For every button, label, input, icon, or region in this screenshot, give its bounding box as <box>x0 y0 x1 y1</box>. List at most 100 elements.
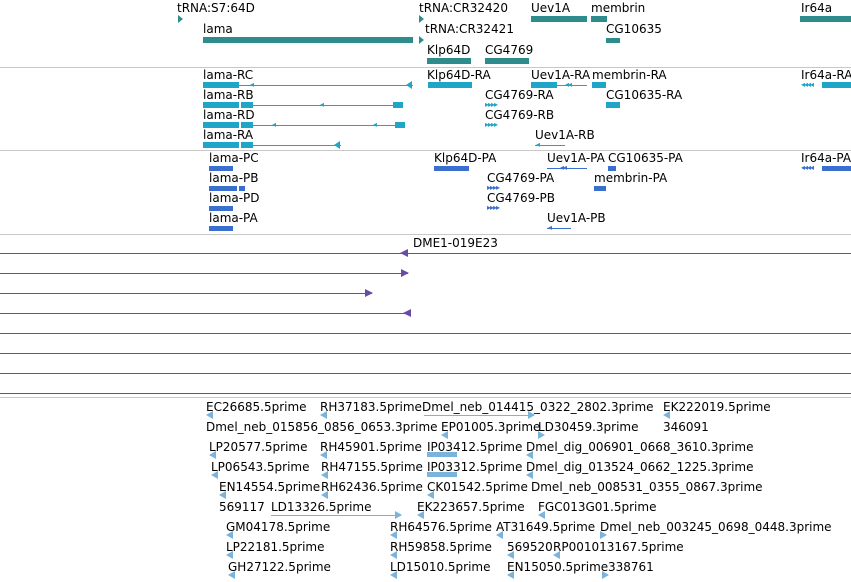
transcript-exon <box>203 82 239 88</box>
est-label-dmel-neb-015856[interactable]: Dmel_neb_015856_0856_0653.3prime <box>206 420 438 434</box>
est-label-en15050[interactable]: EN15050.5prime <box>507 560 609 574</box>
clone-line[interactable] <box>0 293 372 294</box>
gene-label-lama[interactable]: lama <box>203 22 233 36</box>
est-label-rh59858[interactable]: RH59858.5prime <box>390 540 492 554</box>
gene-feature-membrin[interactable] <box>591 16 607 22</box>
est-label-at31649[interactable]: AT31649.5prime <box>496 520 596 534</box>
est-label-dmel-dig-013524[interactable]: Dmel_dig_013524_0662_1225.3prime <box>526 460 754 474</box>
est-label-dmel-neb-003245[interactable]: Dmel_neb_003245_0698_0448.3prime <box>600 520 832 534</box>
est-label-346091[interactable]: 346091 <box>663 420 709 434</box>
est-label-dmel-neb-014415[interactable]: Dmel_neb_014415_0322_2802.3prime <box>422 400 654 414</box>
protein-label-membrin-pa[interactable]: membrin-PA <box>594 171 668 185</box>
protein-label-cg4769-pa[interactable]: CG4769-PA <box>487 171 555 185</box>
protein-label-lama-pa[interactable]: lama-PA <box>209 211 258 225</box>
est-label-en14554[interactable]: EN14554.5prime <box>219 480 321 494</box>
est-label-ip03412[interactable]: IP03412.5prime <box>427 440 523 454</box>
protein-label-cg4769-pb[interactable]: CG4769-PB <box>487 191 556 205</box>
transcript-exon <box>531 82 557 88</box>
est-label-338761[interactable]: 338761 <box>608 560 654 574</box>
clone-line[interactable] <box>0 373 851 374</box>
gene-label-klp64d[interactable]: Klp64D <box>427 43 471 57</box>
transcript-label-uev1a-rb[interactable]: Uev1A-RB <box>535 128 595 142</box>
gene-label-trna-cr32421[interactable]: tRNA:CR32421 <box>425 22 514 36</box>
est-label-rp001013167[interactable]: RP001013167.5prime <box>553 540 684 554</box>
protein-label-uev1a-pa[interactable]: Uev1A-PA <box>547 151 605 165</box>
transcript-label-cg10635-ra[interactable]: CG10635-RA <box>606 88 683 102</box>
protein-label-ir64a-pa[interactable]: Ir64a-PA <box>801 151 851 165</box>
est-label-569520[interactable]: 569520 <box>507 540 553 554</box>
est-label-ld15010[interactable]: LD15010.5prime <box>390 560 491 574</box>
est-label-dmel-neb-008531[interactable]: Dmel_neb_008531_0355_0867.3prime <box>531 480 763 494</box>
clone-line[interactable] <box>0 333 851 334</box>
protein-label-uev1a-pb[interactable]: Uev1A-PB <box>547 211 606 225</box>
transcript-label-membrin-ra[interactable]: membrin-RA <box>592 68 667 82</box>
gene-label-uev1a[interactable]: Uev1A <box>531 1 571 15</box>
clone-line[interactable] <box>0 353 851 354</box>
est-label-ec26685[interactable]: EC26685.5prime <box>206 400 307 414</box>
est-label-ld30459[interactable]: LD30459.3prime <box>538 420 639 434</box>
est-arrow-icon <box>441 431 448 439</box>
protein-feature <box>594 186 606 191</box>
est-label-ip03312[interactable]: IP03312.5prime <box>427 460 523 474</box>
est-label-gm04178[interactable]: GM04178.5prime <box>226 520 331 534</box>
gene-label-trna-s7-64d[interactable]: tRNA:S7:64D <box>177 1 255 15</box>
est-label-lp06543[interactable]: LP06543.5prime <box>211 460 310 474</box>
gene-label-cg10635[interactable]: CG10635 <box>606 22 662 36</box>
gene-feature-ir64a[interactable] <box>800 16 851 22</box>
est-label-ck01542[interactable]: CK01542.5prime <box>427 480 528 494</box>
protein-label-klp64d-pa[interactable]: Klp64D-PA <box>434 151 497 165</box>
gene-feature-klp64d[interactable] <box>427 58 471 64</box>
transcript-label-lama-ra[interactable]: lama-RA <box>203 128 254 142</box>
transcript-label-cg4769-ra[interactable]: CG4769-RA <box>485 88 554 102</box>
protein-label-lama-pd[interactable]: lama-PD <box>209 191 260 205</box>
est-label-rh37183[interactable]: RH37183.5prime <box>320 400 422 414</box>
protein-label-lama-pb[interactable]: lama-PB <box>209 171 259 185</box>
est-label-ep01005[interactable]: EP01005.3prime <box>441 420 541 434</box>
est-label-gh27122[interactable]: GH27122.5prime <box>228 560 331 574</box>
clone-label-dme1-019e23[interactable]: DME1-019E23 <box>413 236 498 250</box>
est-label-ek222019[interactable]: EK222019.5prime <box>663 400 771 414</box>
clone-line[interactable] <box>0 253 851 254</box>
transcript-exon <box>822 82 851 88</box>
intron-arrows-icon: ◂ <box>320 100 324 109</box>
protein-label-lama-pc[interactable]: lama-PC <box>209 151 259 165</box>
est-label-fgc013g01[interactable]: FGC013G01.5prime <box>538 500 657 514</box>
clone-line[interactable] <box>0 393 851 394</box>
transcript-label-lama-rb[interactable]: lama-RB <box>203 88 254 102</box>
gene-label-trna-cr32420[interactable]: tRNA:CR32420 <box>419 1 508 15</box>
est-label-rh62436[interactable]: RH62436.5prime <box>321 480 423 494</box>
transcript-intron <box>253 105 393 106</box>
gene-feature-cg10635[interactable] <box>606 38 620 43</box>
est-label-lp22181[interactable]: LP22181.5prime <box>226 540 325 554</box>
gene-feature-lama[interactable] <box>203 37 413 43</box>
transcript-label-uev1a-ra[interactable]: Uev1A-RA <box>531 68 591 82</box>
transcript-label-lama-rd[interactable]: lama-RD <box>203 108 255 122</box>
est-label-lp20577[interactable]: LP20577.5prime <box>209 440 308 454</box>
est-label-ld13326[interactable]: LD13326.5prime <box>271 500 372 514</box>
est-label-569117[interactable]: 569117 <box>219 500 265 514</box>
transcript-label-cg4769-rb[interactable]: CG4769-RB <box>485 108 555 122</box>
gene-label-ir64a[interactable]: Ir64a <box>801 1 833 15</box>
est-label-rh45901[interactable]: RH45901.5prime <box>320 440 422 454</box>
transcript-label-klp64d-ra[interactable]: Klp64D-RA <box>427 68 491 82</box>
protein-feature <box>822 166 851 171</box>
gene-label-membrin[interactable]: membrin <box>591 1 646 15</box>
gene-feature-cg4769[interactable] <box>485 58 529 64</box>
est-arrow-icon <box>390 571 397 579</box>
est-arrow-icon <box>600 531 607 539</box>
est-label-ek223657[interactable]: EK223657.5prime <box>417 500 525 514</box>
est-label-rh64576[interactable]: RH64576.5prime <box>390 520 492 534</box>
protein-label-cg10635-pa[interactable]: CG10635-PA <box>608 151 683 165</box>
clone-line[interactable] <box>0 273 408 274</box>
transcript-label-ir64a-ra[interactable]: Ir64a-RA <box>801 68 851 82</box>
gene-feature-uev1a[interactable] <box>531 16 587 22</box>
intron-arrows-icon: ◂ <box>250 80 254 89</box>
gene-label-cg4769[interactable]: CG4769 <box>485 43 534 57</box>
transcript-exon <box>395 122 405 128</box>
protein-feature <box>209 186 237 191</box>
clone-line[interactable] <box>0 313 410 314</box>
est-label-rh47155[interactable]: RH47155.5prime <box>321 460 423 474</box>
transcript-label-lama-rc[interactable]: lama-RC <box>203 68 254 82</box>
est-label-dmel-dig-006901[interactable]: Dmel_dig_006901_0668_3610.3prime <box>526 440 754 454</box>
